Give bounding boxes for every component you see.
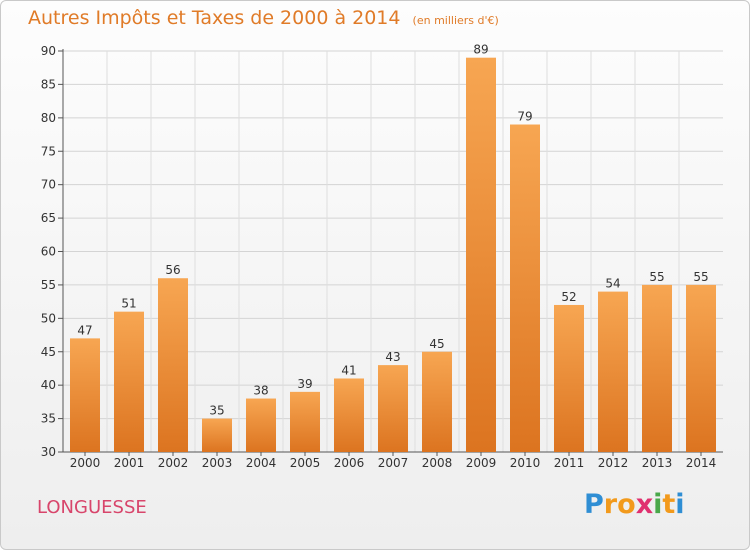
data-label-2011: 52 [561,290,576,304]
chart-title-block: Autres Impôts et Taxes de 2000 à 2014 (e… [28,7,499,29]
chart-subtitle: (en milliers d'€) [412,14,499,27]
x-tick-label-2012: 2012 [598,456,629,470]
data-label-2003: 35 [209,404,224,418]
data-label-2002: 56 [165,263,180,277]
y-tick-labels: 30 35 40 45 50 55 60 65 70 75 80 85 90 [41,44,56,459]
bar-2011 [554,304,584,452]
data-label-2006: 41 [341,363,356,377]
y-tick-label: 50 [41,311,56,325]
chart-title: Autres Impôts et Taxes de 2000 à 2014 [28,7,401,29]
bar-2014 [686,284,716,452]
y-tick-label: 40 [41,378,56,392]
bar-2003 [202,418,232,452]
bar-2008 [422,351,452,452]
x-tick-label-2000: 2000 [70,456,101,470]
bar-2012 [598,291,628,452]
logo-letter: t [662,489,676,520]
data-label-2012: 54 [605,277,620,291]
data-label-2004: 38 [253,384,268,398]
data-label-2007: 43 [385,350,400,364]
y-tick-label: 90 [41,44,56,58]
x-tick-label-2011: 2011 [554,456,585,470]
x-tick-label-2001: 2001 [114,456,145,470]
y-tick-label: 80 [41,111,56,125]
logo-letter: i [675,489,685,520]
bar-2001 [114,311,144,452]
y-tick-label: 45 [41,345,56,359]
data-labels: 47 51 56 35 38 39 41 43 45 89 79 52 54 55 55 [77,43,708,418]
bar-2002 [158,278,188,452]
bar-2013 [642,284,672,452]
y-tick-label: 60 [41,245,56,259]
y-tick-label: 75 [41,144,56,158]
bar-2004 [246,398,276,452]
logo-letter: o [617,489,636,520]
proxiti-logo: Proxiti [584,489,685,520]
x-tick-label-2006: 2006 [334,456,365,470]
x-tick-label-2010: 2010 [510,456,541,470]
x-tick-label-2003: 2003 [202,456,233,470]
bar-2009 [466,57,496,452]
y-tick-label: 30 [41,445,56,459]
data-label-2009: 89 [473,43,488,57]
x-tick-label-2009: 2009 [466,456,497,470]
commune-name: LONGUESSE [37,497,147,518]
data-label-2000: 47 [77,323,92,337]
data-label-2013: 55 [649,270,664,284]
y-tick-label: 85 [41,77,56,91]
data-label-2014: 55 [693,270,708,284]
x-tick-label-2014: 2014 [686,456,717,470]
logo-letter: r [603,489,618,520]
x-tick-labels: 2000 2001 2002 2003 2004 2005 2006 2007 2008 2009… [70,456,717,470]
logo-letter: i [653,489,663,520]
x-tick-label-2007: 2007 [378,456,409,470]
x-tick-label-2008: 2008 [422,456,453,470]
data-label-2005: 39 [297,377,312,391]
logo-letter: P [584,489,604,520]
bar-2000 [70,338,100,452]
y-tick-label: 35 [41,412,56,426]
x-tick-label-2002: 2002 [158,456,189,470]
data-label-2010: 79 [517,110,532,124]
x-tick-label-2005: 2005 [290,456,321,470]
bar-2010 [510,124,540,453]
x-tick-label-2004: 2004 [246,456,277,470]
bars [70,57,716,453]
data-label-2001: 51 [121,297,136,311]
y-tick-label: 65 [41,211,56,225]
x-tick-label-2013: 2013 [642,456,673,470]
bar-2006 [334,378,364,452]
y-tick-label: 55 [41,278,56,292]
bar-2005 [290,391,320,452]
data-label-2008: 45 [429,337,444,351]
bar-2007 [378,365,408,452]
logo-letter: x [635,489,654,520]
y-tick-label: 70 [41,178,56,192]
